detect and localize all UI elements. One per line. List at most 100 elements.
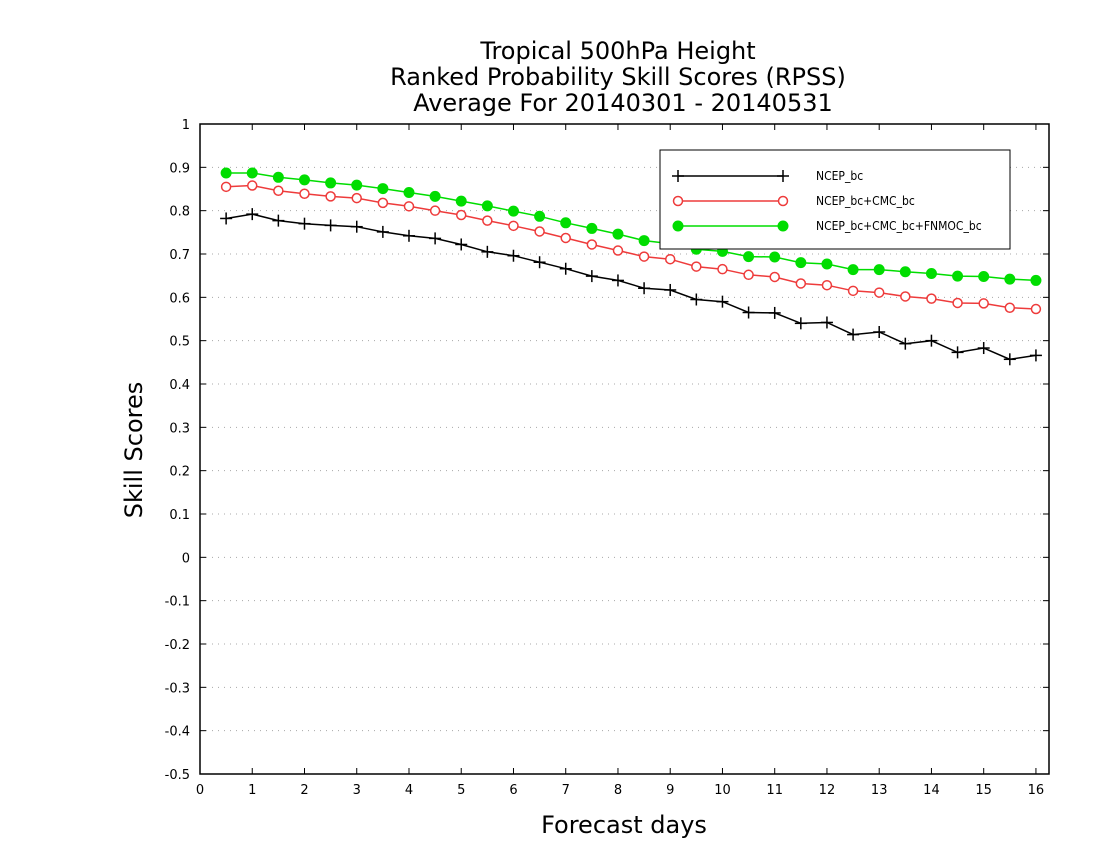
x-tick-label: 11 [766,783,783,798]
data-point [1030,274,1042,286]
data-point [820,316,833,329]
series-NCEP_bc+CMC_bc [220,180,1042,315]
x-tick-label: 4 [405,783,413,798]
data-point [873,264,885,276]
legend-marker [777,220,789,232]
y-tick-label: 0.3 [169,421,190,436]
y-tick-label: 0.2 [169,465,190,480]
data-point [716,295,729,308]
data-point [873,326,886,338]
data-point [952,297,963,309]
data-point [508,220,519,232]
legend-label: NCEP_bc+CMC_bc [816,194,915,208]
data-point [402,229,415,242]
plot-frame [199,123,1050,775]
data-point [612,245,624,256]
data-point [429,232,442,245]
data-point [507,249,520,262]
data-point [690,293,703,306]
data-point [534,210,546,222]
y-axis-ticks: -0.5 -0.4 -0.3 -0.2 -0.1 0 0.1 0.2 0.3 0.4 0.5 0.6 0… [165,118,1049,783]
data-point [899,266,911,278]
data-point [220,167,232,179]
data-point [925,268,937,279]
data-point [377,197,389,209]
data-point [220,181,232,193]
data-point [978,298,989,309]
data-point [455,209,467,221]
data-point [638,235,650,247]
y-tick-label: 0.1 [169,508,190,523]
data-point [769,251,781,263]
x-tick-label: 10 [714,783,731,798]
x-tick-label: 6 [509,783,517,798]
x-axis-ticks: 0 1 2 3 4 5 6 7 8 9 10 11 12 13 14 15 16 [196,124,1044,798]
data-point [821,279,833,291]
data-point [429,205,441,216]
data-point [638,282,651,295]
y-tick-label: -0.4 [165,725,190,740]
data-point [585,270,598,283]
y-tick-label: -0.2 [165,638,190,653]
data-point [376,225,389,238]
legend-label: NCEP_bc+CMC_bc+FNMOC_bc [816,219,982,233]
data-point [272,171,284,183]
data-point [951,346,964,359]
x-tick-label: 12 [819,783,836,798]
data-point [560,232,571,244]
data-point [559,262,572,275]
data-point [325,177,337,189]
data-point [900,291,911,302]
data-point [899,337,912,350]
data-point [847,328,860,341]
data-point [977,342,990,355]
data-point [533,256,546,269]
data-point [611,274,624,287]
data-point [220,212,233,225]
data-point [325,191,336,202]
legend-marker [777,195,789,207]
data-point [1029,349,1042,362]
y-axis-label: Skill Scores [120,382,148,519]
data-point [273,185,284,196]
data-point [768,306,781,319]
y-tick-label: -0.3 [165,681,190,696]
data-point [742,306,755,319]
data-point [821,258,833,270]
data-point [769,271,780,283]
data-point [403,186,415,198]
x-axis-label: Forecast days [541,811,707,839]
legend-marker [672,220,684,232]
y-tick-label: 0.7 [169,248,190,263]
data-point [926,293,937,304]
y-tick-label: -0.1 [165,595,190,610]
data-point [455,195,467,207]
data-point [299,188,310,200]
data-point [586,239,598,250]
data-point [298,217,311,230]
x-tick-label: 2 [300,783,308,798]
data-point [978,271,990,283]
data-point [403,201,415,212]
legend-label: NCEP_bc [816,169,863,183]
title-line-2: Ranked Probability Skill Scores (RPSS) [390,63,846,91]
legend-box [659,149,1011,250]
x-tick-label: 14 [923,783,940,798]
data-point [507,205,519,217]
data-point [1004,302,1016,313]
y-tick-label: 0.4 [169,378,190,393]
legend-marker [672,195,684,207]
data-point [351,179,363,191]
x-tick-label: 13 [871,783,888,798]
data-point [1030,303,1042,315]
data-point [664,253,676,265]
data-point [350,220,363,233]
y-tick-label: 0.8 [169,205,190,220]
data-point [847,264,859,276]
data-point [586,222,598,234]
y-tick-label: 0.6 [169,291,190,306]
legend: NCEP_bc NCEP_bc+CMC_bc NCEP_bc+CMC_bc+FNMO… [659,149,1011,250]
data-point [534,226,545,237]
y-tick-label: -0.5 [165,768,190,783]
